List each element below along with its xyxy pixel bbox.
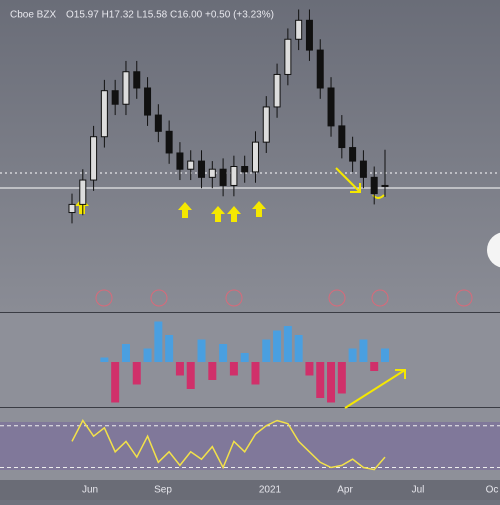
candle-body <box>327 87 335 127</box>
histogram-bar <box>154 321 163 362</box>
candle-body <box>68 203 76 214</box>
candle-body <box>219 168 227 186</box>
candle-body <box>349 147 357 162</box>
candle-body <box>370 176 378 195</box>
histogram-bar <box>197 339 206 362</box>
candle-body <box>111 90 119 105</box>
rsi-band <box>0 422 500 470</box>
candle-body <box>198 160 206 178</box>
histogram-bar <box>381 348 389 362</box>
histogram-bar <box>305 362 314 376</box>
histogram-bar <box>327 362 336 403</box>
candle-body <box>79 179 87 205</box>
histogram-bar <box>111 362 120 403</box>
x-tick-label: 2021 <box>259 485 282 496</box>
histogram-bar <box>359 339 368 362</box>
histogram-bar <box>208 362 217 380</box>
histogram-bar <box>219 344 228 362</box>
histogram-bar <box>143 348 152 362</box>
rsi-line <box>71 419 386 471</box>
histogram-bar <box>337 362 346 394</box>
candle-body <box>208 168 216 178</box>
candle-body <box>273 73 281 108</box>
histogram-bar <box>316 362 325 398</box>
scroll-button[interactable] <box>487 232 500 268</box>
candle-body <box>90 136 98 181</box>
histogram-bar <box>165 335 174 362</box>
x-tick-label: Oc <box>486 485 499 496</box>
histogram-bar <box>294 335 303 362</box>
histogram-bar <box>186 362 195 389</box>
candle-body <box>295 19 303 40</box>
candle-body <box>241 166 249 173</box>
histogram-bar <box>100 357 109 362</box>
candle-body <box>338 125 346 149</box>
candle-body <box>144 87 152 116</box>
x-tick-label: Apr <box>337 485 353 496</box>
event-icons <box>95 289 473 307</box>
macd-panel <box>0 313 500 407</box>
candle-body <box>133 71 141 89</box>
ohlc-legend: O15.97 H17.32 L15.58 C16.00 +0.50 (+3.23… <box>66 10 274 21</box>
candle-body <box>122 71 130 105</box>
annotations <box>335 167 406 409</box>
candle-body <box>359 160 367 178</box>
x-tick-label: Sep <box>154 485 172 496</box>
main-panel <box>0 0 500 312</box>
candle-body <box>284 38 292 75</box>
candle-body <box>176 152 184 170</box>
candle-body <box>381 184 389 187</box>
arrows <box>75 198 266 222</box>
histogram-bar <box>348 348 357 362</box>
histogram-bar <box>370 362 379 371</box>
candle-body <box>230 166 238 186</box>
candle-body <box>187 160 195 170</box>
candle-body <box>100 90 108 138</box>
candle-body <box>316 49 324 89</box>
histogram-bar <box>251 362 260 385</box>
time-axis <box>0 480 500 500</box>
histogram-bar <box>283 326 292 362</box>
candle-body <box>165 130 173 154</box>
x-tick-label: Jun <box>82 485 98 496</box>
candle-body <box>251 141 259 173</box>
histogram-bar <box>175 362 184 376</box>
candle-body <box>154 114 162 132</box>
histogram-bar <box>262 339 271 362</box>
histogram-bar <box>121 344 130 362</box>
x-tick-label: Jul <box>412 485 425 496</box>
histogram-bar <box>132 362 141 385</box>
candle-body <box>305 19 313 51</box>
histogram-bar <box>273 330 282 362</box>
histogram-bar <box>240 353 249 362</box>
candle-body <box>262 106 270 143</box>
histogram-bar <box>229 362 238 376</box>
exchange: Cboe BZX <box>10 10 56 21</box>
